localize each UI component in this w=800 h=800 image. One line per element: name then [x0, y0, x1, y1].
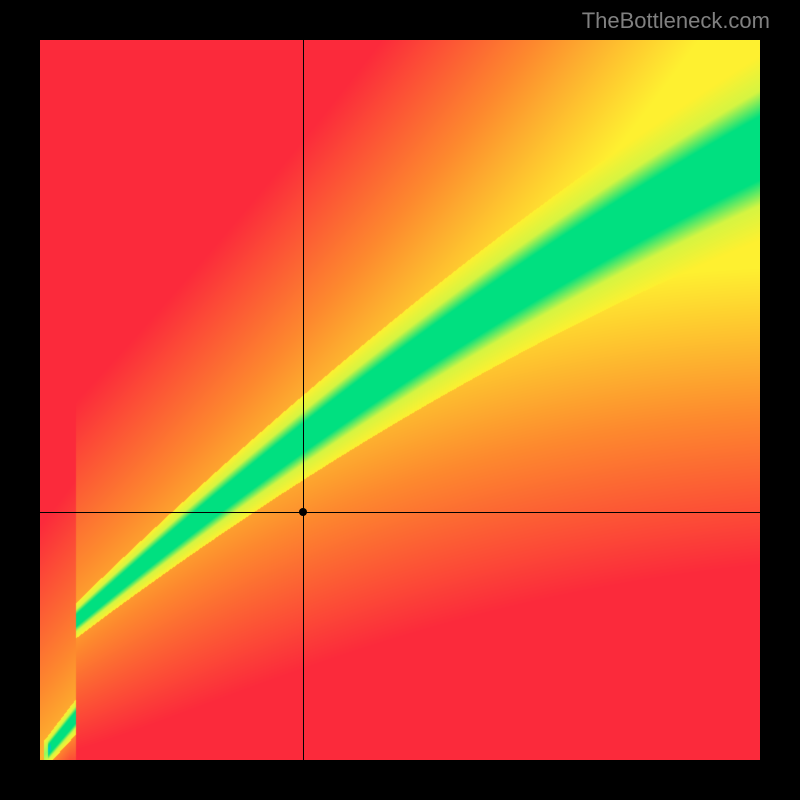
watermark-text: TheBottleneck.com [582, 8, 770, 34]
crosshair-vertical [303, 40, 304, 760]
heatmap-chart [40, 40, 760, 760]
crosshair-horizontal [40, 512, 760, 513]
heatmap-canvas [40, 40, 760, 760]
marker-dot [299, 508, 307, 516]
